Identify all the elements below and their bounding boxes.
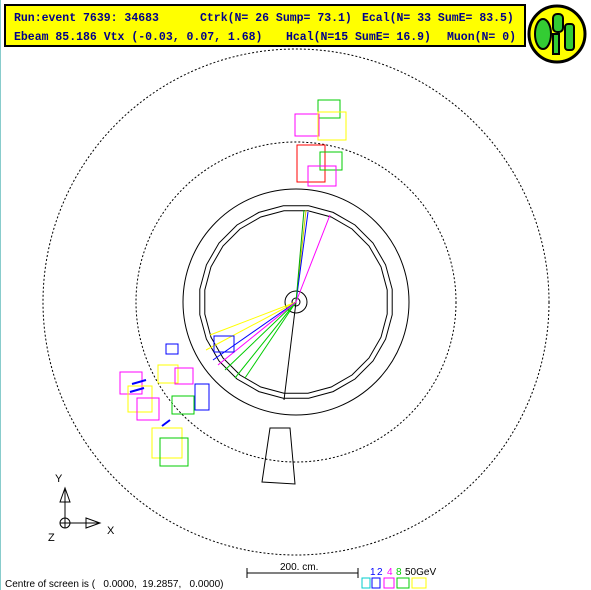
axis-z: Z: [48, 532, 55, 544]
legend-50gev: 50GeV: [405, 567, 436, 578]
ctrk: Ctrk(N= 26 Sump= 73.1): [200, 12, 352, 25]
legend-2: 2: [377, 567, 383, 578]
header-box: [4, 4, 526, 47]
ebeam: Ebeam 85.186 Vtx (-0.03, 0.07, 1.68): [14, 31, 262, 44]
scale-bar: [246, 568, 359, 578]
legend-boxes: [361, 577, 427, 589]
detector: [42, 48, 550, 556]
calorimeter-hits: [119, 99, 347, 467]
axes-icon: [59, 486, 102, 529]
muon: Muon(N= 0): [447, 31, 516, 44]
ecal: Ecal(N= 33 SumE= 83.5): [362, 12, 514, 25]
legend-4: 4: [387, 567, 393, 578]
run-event: Run:event 7639: 34683: [14, 12, 159, 25]
axis-x: X: [107, 525, 115, 537]
logo: [527, 4, 587, 64]
legend-1: 1: [370, 567, 376, 578]
scale-label: 200. cm.: [280, 562, 318, 573]
footer: Centre of screen is ( 0.0000, 19.2857, 0…: [5, 579, 223, 590]
axis-y: Y: [55, 473, 63, 485]
legend-8: 8: [396, 567, 402, 578]
tracks: [205, 209, 331, 401]
hcal: Hcal(N=15 SumE= 16.9): [286, 31, 431, 44]
